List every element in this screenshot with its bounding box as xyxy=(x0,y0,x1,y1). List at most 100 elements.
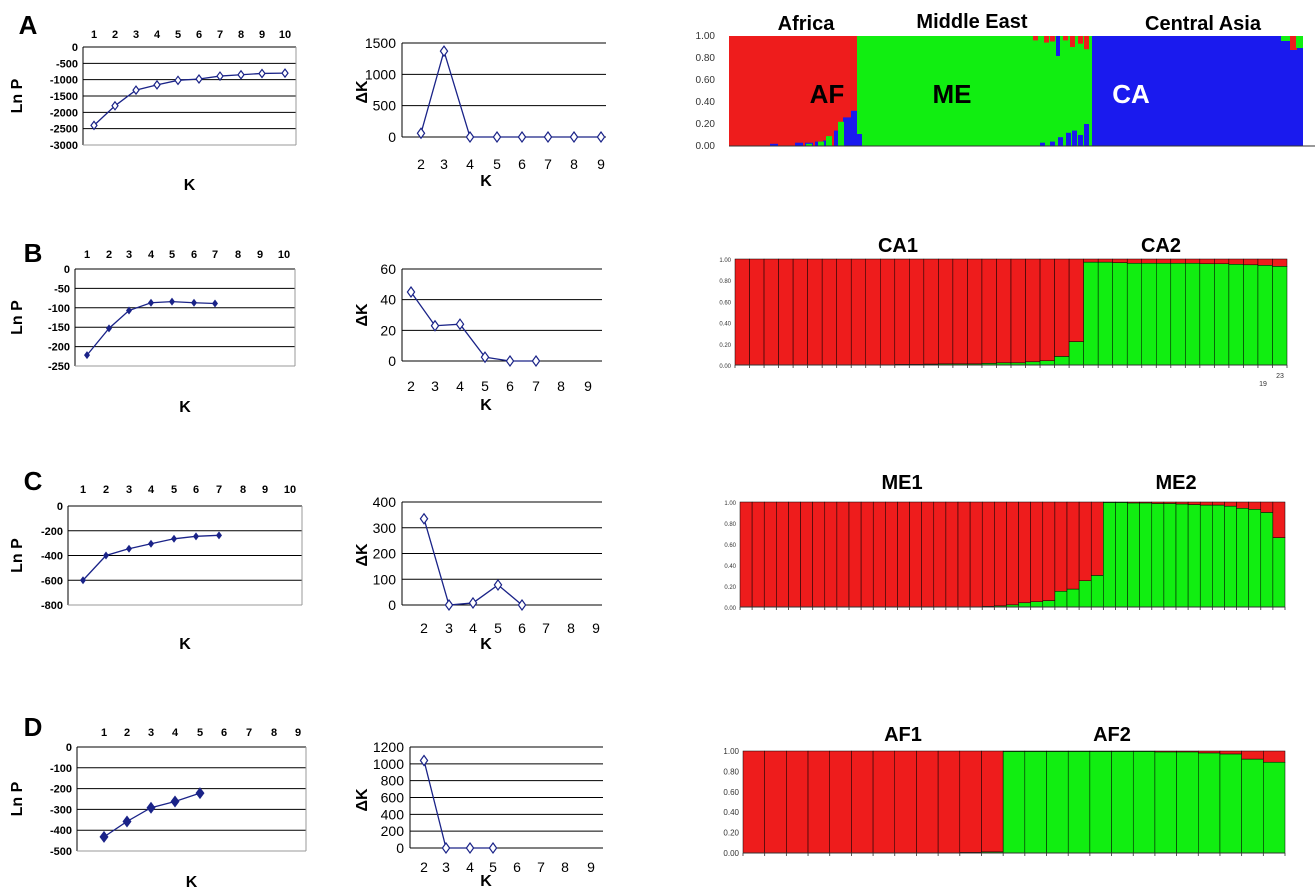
ancestry-bar xyxy=(1018,501,1031,604)
ancestry-bar xyxy=(1241,758,1264,854)
ancestry-bar xyxy=(1084,124,1089,146)
y-tick-label: 800 xyxy=(381,773,405,789)
ancestry-bar xyxy=(763,258,779,366)
y-tick-label: 400 xyxy=(373,494,397,510)
data-point xyxy=(126,306,132,315)
x-tick-label: 6 xyxy=(506,378,514,394)
data-point xyxy=(146,801,156,814)
y-tick-label: 0.20 xyxy=(696,119,716,130)
y-tick-label: 1.00 xyxy=(724,501,736,507)
data-point xyxy=(465,841,475,855)
data-point xyxy=(122,815,132,828)
ancestry-bar xyxy=(1296,36,1303,48)
y-tick-label: 0.40 xyxy=(723,808,739,817)
ancestry-bar xyxy=(734,258,750,366)
ancestry-bar xyxy=(786,750,809,854)
ancestry-bar xyxy=(1050,36,1055,42)
ancestry-bar xyxy=(1243,258,1259,266)
series-line xyxy=(410,291,536,362)
ancestry-bar xyxy=(1212,504,1225,608)
ancestry-bar xyxy=(764,750,787,854)
ancestry-bar xyxy=(1112,258,1128,263)
x-tick-label: 8 xyxy=(271,727,277,739)
data-point xyxy=(439,45,449,58)
ancestry-bar xyxy=(1272,501,1286,538)
ancestry-bar xyxy=(1154,751,1177,854)
y-tick-label: -100 xyxy=(48,303,70,315)
ancestry-bar xyxy=(1260,512,1274,608)
x-tick-label: 4 xyxy=(466,859,474,875)
ancestry-bar xyxy=(1090,575,1104,608)
ancestry-bar xyxy=(945,501,959,608)
ancestry-bar xyxy=(1025,258,1041,363)
group-label: Africa xyxy=(778,13,836,35)
ancestry-bar xyxy=(821,258,837,366)
ancestry-bar xyxy=(1248,501,1262,510)
data-point xyxy=(216,71,224,82)
y-axis-label: Ln P xyxy=(9,781,26,816)
y-tick-label: 0.60 xyxy=(723,788,739,797)
data-point xyxy=(543,130,553,144)
data-point xyxy=(480,351,490,364)
ancestry-bar xyxy=(1039,258,1055,362)
y-tick-label: 0.20 xyxy=(723,829,739,838)
y-axis-label: Ln P xyxy=(9,300,26,335)
ancestry-bar xyxy=(795,142,803,146)
ancestry-bar xyxy=(1257,258,1273,266)
y-tick-label: 0.40 xyxy=(719,322,731,328)
x-tick-label: 2 xyxy=(420,859,428,875)
delta-k-chart-A: 0 500 1000 1500 2 3 4 5 6 7 8 9 K ΔK xyxy=(354,35,606,190)
ancestry-bar xyxy=(751,501,765,608)
y-tick-label: 0.40 xyxy=(696,97,716,108)
panel-label: D xyxy=(24,712,43,742)
panel-label: C xyxy=(24,466,43,496)
ancestry-bar xyxy=(829,750,852,854)
ancestry-bar xyxy=(778,258,794,366)
ancestry-bar xyxy=(1198,750,1221,754)
x-tick-label: 9 xyxy=(587,859,595,875)
x-tick-label: 5 xyxy=(175,29,181,41)
ancestry-bar xyxy=(1224,501,1237,507)
structure-plot-C: 1.00 0.80 0.60 0.40 0.20 0.00 ME1 ME2 xyxy=(724,472,1286,612)
ancestry-bar xyxy=(1263,750,1286,763)
data-point xyxy=(193,532,199,541)
ancestry-bar xyxy=(872,750,896,854)
x-tick-label: 1 xyxy=(91,29,97,41)
data-point xyxy=(569,130,579,144)
data-point xyxy=(148,298,154,307)
ancestry-bar xyxy=(1072,130,1077,146)
group-label: CA2 xyxy=(1141,235,1181,257)
panel-label: B xyxy=(24,238,43,268)
y-tick-label: 200 xyxy=(373,546,397,562)
ancestry-bar xyxy=(1199,263,1215,366)
ancestry-bar xyxy=(1272,258,1288,267)
x-tick-label: 6 xyxy=(518,156,526,172)
delta-k-chart-B: 0 20 40 60 2 3 4 5 6 7 8 9 K ΔK xyxy=(354,261,602,414)
ancestry-bar xyxy=(1257,265,1273,366)
x-tick-label: 5 xyxy=(171,484,177,496)
y-axis-label: ΔK xyxy=(354,303,371,327)
y-tick-label: 0.20 xyxy=(724,585,736,591)
data-point xyxy=(90,120,98,131)
data-point xyxy=(237,69,245,80)
y-tick-label: -200 xyxy=(41,526,63,538)
ancestry-bar xyxy=(836,501,850,608)
ancestry-bar xyxy=(1141,258,1157,264)
data-point xyxy=(531,354,541,368)
sample-label: 23 xyxy=(1276,373,1284,380)
ancestry-bar xyxy=(1070,36,1075,47)
ancestry-bar xyxy=(1126,258,1142,264)
y-tick-label: 600 xyxy=(381,790,405,806)
x-tick-label: 1 xyxy=(80,484,86,496)
ancestry-bar xyxy=(1132,751,1156,854)
ancestry-bar xyxy=(792,258,808,366)
ancestry-bar xyxy=(938,258,954,365)
lnp-chart-B: 0 -50 -100 -150 -200 -250 1 2 3 4 5 6 7 8 9 10 K Ln P xyxy=(9,249,296,416)
data-point xyxy=(216,531,222,540)
y-tick-label: -150 xyxy=(48,322,70,334)
x-tick-label: 5 xyxy=(493,156,501,172)
y-tick-label: 1000 xyxy=(373,756,404,772)
ancestry-bar xyxy=(921,501,935,608)
structure-plot-D: 1.00 0.80 0.60 0.40 0.20 0.00 AF1 AF2 xyxy=(723,724,1286,858)
x-tick-label: 5 xyxy=(494,620,502,636)
